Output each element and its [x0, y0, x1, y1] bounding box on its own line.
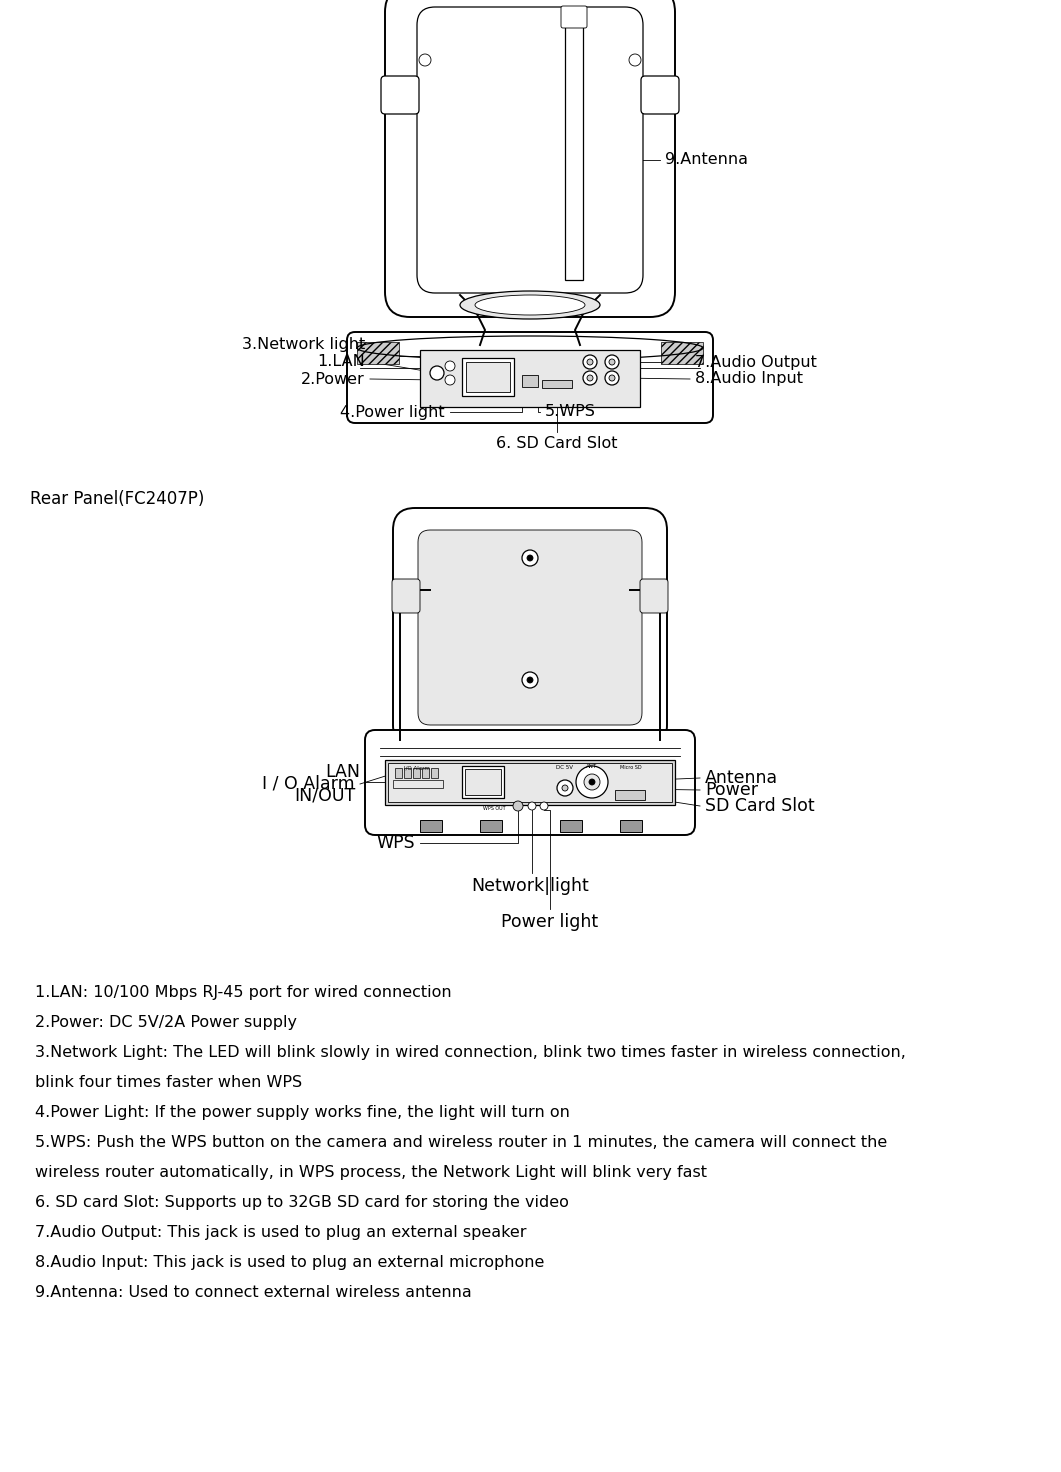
Bar	[431, 768, 438, 779]
Text: 7.Audio Output: This jack is used to plug an external speaker: 7.Audio Output: This jack is used to plu…	[35, 1225, 526, 1239]
Text: blink four times faster when WPS: blink four times faster when WPS	[35, 1075, 302, 1089]
Text: 4.Power light: 4.Power light	[341, 405, 445, 420]
Circle shape	[514, 801, 523, 811]
Ellipse shape	[475, 294, 585, 315]
FancyBboxPatch shape	[420, 350, 640, 406]
Circle shape	[522, 551, 538, 567]
FancyBboxPatch shape	[641, 77, 679, 113]
Circle shape	[576, 765, 608, 798]
Circle shape	[587, 359, 593, 365]
Text: 1.LAN: 10/100 Mbps RJ-45 port for wired connection: 1.LAN: 10/100 Mbps RJ-45 port for wired …	[35, 985, 452, 999]
Bar	[480, 820, 502, 832]
Text: 2.Power: DC 5V/2A Power supply: 2.Power: DC 5V/2A Power supply	[35, 1016, 297, 1030]
Circle shape	[557, 780, 573, 796]
Text: SD Card Slot: SD Card Slot	[705, 796, 815, 815]
Text: 9.Antenna: 9.Antenna	[665, 153, 748, 168]
Circle shape	[605, 371, 619, 386]
Bar	[560, 820, 582, 832]
FancyBboxPatch shape	[365, 730, 695, 835]
FancyBboxPatch shape	[640, 578, 668, 612]
FancyBboxPatch shape	[417, 7, 643, 293]
Bar	[522, 375, 538, 387]
Bar	[620, 820, 642, 832]
FancyBboxPatch shape	[385, 0, 675, 316]
Bar	[465, 768, 501, 795]
Bar	[388, 762, 672, 802]
Text: ANT: ANT	[587, 764, 597, 768]
Bar	[462, 765, 504, 798]
Circle shape	[527, 677, 533, 683]
Ellipse shape	[460, 291, 601, 319]
Text: 5.WPS: Push the WPS button on the camera and wireless router in 1 minutes, the c: 5.WPS: Push the WPS button on the camera…	[35, 1135, 887, 1150]
Text: I / O Alarm: I / O Alarm	[262, 774, 355, 793]
Bar	[393, 780, 443, 788]
FancyBboxPatch shape	[347, 333, 713, 422]
Text: Power: Power	[705, 782, 758, 799]
Text: WPS: WPS	[377, 835, 415, 852]
Bar	[420, 820, 442, 832]
Text: Rear Panel(FC2407P): Rear Panel(FC2407P)	[30, 490, 205, 508]
Text: IN/OUT: IN/OUT	[294, 788, 355, 805]
Bar	[395, 768, 402, 779]
Text: 6. SD card Slot: Supports up to 32GB SD card for storing the video: 6. SD card Slot: Supports up to 32GB SD …	[35, 1195, 569, 1210]
FancyBboxPatch shape	[392, 578, 420, 612]
Text: Power light: Power light	[502, 913, 598, 930]
Bar	[462, 358, 514, 396]
Text: wireless router automatically, in WPS process, the Network Light will blink very: wireless router automatically, in WPS pr…	[35, 1164, 707, 1181]
Bar	[356, 342, 399, 364]
Text: DC 5V: DC 5V	[557, 765, 574, 770]
FancyBboxPatch shape	[418, 530, 642, 726]
FancyBboxPatch shape	[561, 6, 587, 28]
Text: 5.WPS: 5.WPS	[545, 405, 596, 420]
Bar	[466, 362, 510, 392]
Circle shape	[522, 673, 538, 687]
Text: Network|light: Network|light	[471, 877, 589, 895]
Circle shape	[609, 375, 615, 381]
Circle shape	[629, 54, 641, 66]
Circle shape	[584, 774, 601, 790]
FancyBboxPatch shape	[381, 77, 419, 113]
Text: LAN: LAN	[325, 762, 360, 782]
Text: 2.Power: 2.Power	[301, 371, 365, 387]
Text: 8.Audio Input: 8.Audio Input	[695, 371, 803, 387]
Bar	[566, 10, 582, 280]
Circle shape	[582, 371, 597, 386]
Text: 7.Audio Output: 7.Audio Output	[695, 355, 817, 369]
Bar	[422, 768, 429, 779]
Text: I/O Alarm: I/O Alarm	[404, 765, 430, 770]
Circle shape	[540, 802, 547, 810]
Circle shape	[527, 555, 533, 561]
Bar	[413, 768, 420, 779]
Text: 3.Network Light: The LED will blink slowly in wired connection, blink two times : 3.Network Light: The LED will blink slow…	[35, 1045, 906, 1060]
Text: 8.Audio Input: This jack is used to plug an external microphone: 8.Audio Input: This jack is used to plug…	[35, 1256, 544, 1270]
Bar	[661, 342, 703, 364]
Bar	[615, 790, 645, 799]
Circle shape	[430, 367, 443, 380]
Circle shape	[609, 359, 615, 365]
Circle shape	[562, 785, 568, 790]
FancyBboxPatch shape	[393, 508, 667, 746]
Circle shape	[528, 802, 536, 810]
Text: 4.Power Light: If the power supply works fine, the light will turn on: 4.Power Light: If the power supply works…	[35, 1105, 570, 1120]
Text: 9.Antenna: Used to connect external wireless antenna: 9.Antenna: Used to connect external wire…	[35, 1285, 472, 1300]
Circle shape	[419, 54, 431, 66]
Text: 1.LAN: 1.LAN	[317, 355, 365, 369]
Bar	[404, 768, 411, 779]
Text: 3.Network light: 3.Network light	[242, 337, 365, 352]
Circle shape	[605, 355, 619, 369]
Circle shape	[445, 361, 455, 371]
Text: Micro SD: Micro SD	[620, 765, 642, 770]
Circle shape	[589, 779, 595, 785]
Text: WPS OUT: WPS OUT	[483, 807, 506, 811]
Text: Antenna: Antenna	[705, 768, 778, 788]
Circle shape	[582, 355, 597, 369]
Bar	[542, 380, 572, 389]
Circle shape	[445, 375, 455, 386]
Bar	[385, 760, 675, 805]
Text: 6. SD Card Slot: 6. SD Card Slot	[497, 436, 618, 450]
Circle shape	[587, 375, 593, 381]
